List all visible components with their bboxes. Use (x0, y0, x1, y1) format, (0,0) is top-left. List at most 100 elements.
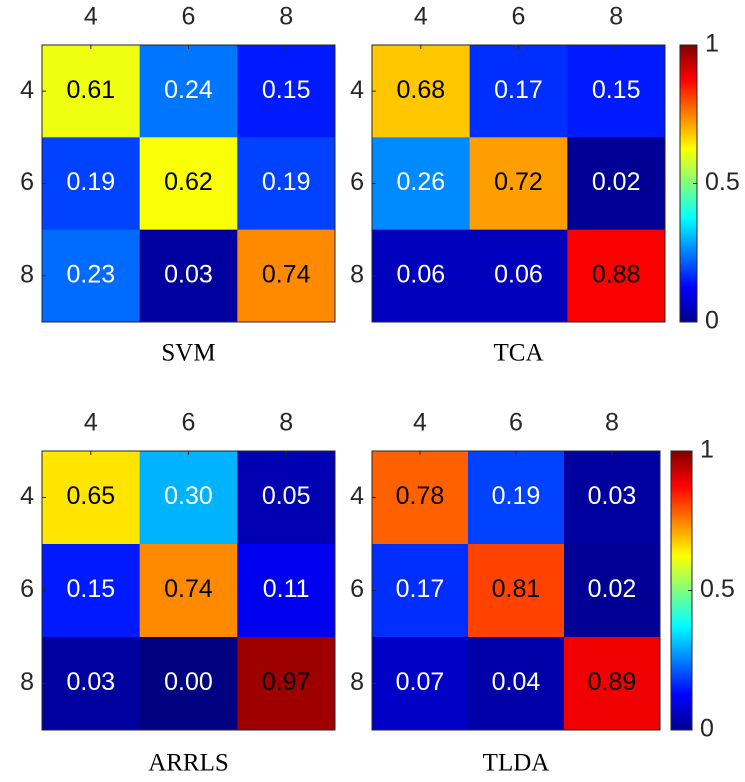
cell-label: 0.65 (66, 482, 115, 510)
heatmap-cell (468, 637, 565, 731)
cell-label: 0.02 (588, 575, 637, 603)
heatmap-cell (469, 45, 568, 138)
heatmap-cell (564, 451, 661, 545)
heatmap-cell (567, 229, 666, 323)
cell-label: 0.11 (263, 575, 310, 603)
heatmap-cell (42, 137, 141, 231)
heatmap-cell (139, 229, 238, 323)
heatmap-cell (42, 637, 141, 731)
x-tick-label: 8 (279, 409, 293, 437)
cell-label: 0.88 (592, 260, 641, 288)
heatmap-cell (237, 229, 336, 323)
heatmap-cell (42, 451, 141, 545)
panel-title: SVM (161, 340, 215, 367)
heatmap-cell (372, 45, 471, 138)
heatmap-cell (468, 544, 565, 638)
x-tick-label: 4 (84, 3, 98, 31)
colorbar-tick-label: 0.5 (705, 168, 740, 196)
heatmap-cell (42, 229, 141, 323)
x-tick-label: 6 (182, 409, 196, 437)
cell-label: 0.03 (66, 668, 115, 696)
heatmap-cell (564, 544, 661, 638)
y-tick-label: 8 (350, 260, 364, 288)
cell-label: 0.04 (492, 668, 541, 696)
x-tick-label: 4 (414, 3, 428, 31)
cell-label: 0.15 (262, 76, 311, 104)
y-tick-label: 8 (350, 668, 364, 696)
heatmap-cell (372, 637, 469, 731)
cell-label: 0.19 (492, 482, 541, 510)
cell-label: 0.78 (396, 482, 445, 510)
cell-label: 0.19 (262, 168, 311, 196)
x-tick-label: 4 (413, 409, 427, 437)
cell-label: 0.00 (164, 668, 213, 696)
colorbar-tick-label: 1 (705, 30, 719, 58)
cell-label: 0.23 (66, 260, 115, 288)
cell-label: 0.68 (396, 76, 445, 104)
cell-label: 0.07 (396, 668, 445, 696)
y-tick-label: 4 (350, 482, 364, 510)
heatmap-cell (469, 137, 568, 231)
y-tick-label: 6 (20, 575, 34, 603)
cell-label: 0.06 (494, 260, 543, 288)
x-tick-label: 8 (279, 3, 293, 31)
heatmap-cell (237, 137, 336, 231)
x-tick-label: 6 (512, 3, 526, 31)
cell-label: 0.81 (492, 575, 541, 603)
cell-label: 0.15 (592, 76, 641, 104)
cell-label: 0.74 (164, 575, 213, 603)
colorbar-tick-label: 0.5 (700, 575, 735, 603)
heatmap-cell (237, 544, 336, 638)
heatmap-cell (567, 45, 666, 138)
cell-label: 0.30 (164, 482, 213, 510)
heatmap-cell (469, 229, 568, 323)
cell-label: 0.05 (262, 482, 311, 510)
cell-label: 0.03 (588, 482, 637, 510)
cell-label: 0.89 (588, 668, 637, 696)
cell-label: 0.19 (66, 168, 115, 196)
y-tick-label: 4 (350, 76, 364, 104)
cell-label: 0.17 (396, 575, 445, 603)
cell-label: 0.26 (396, 168, 445, 196)
cell-label: 0.02 (592, 168, 641, 196)
cell-label: 0.17 (494, 76, 543, 104)
heatmap-cell (372, 137, 471, 231)
heatmap-cell (372, 229, 471, 323)
cell-label: 0.62 (164, 168, 213, 196)
heatmap-cell (139, 544, 238, 638)
colorbar-tick-label: 1 (700, 436, 714, 464)
heatmap-cell (42, 45, 141, 138)
heatmap-cell (139, 451, 238, 545)
heatmap-cell (42, 544, 141, 638)
panel-title: TLDA (483, 750, 550, 777)
x-tick-label: 6 (509, 409, 523, 437)
x-tick-label: 6 (182, 3, 196, 31)
y-tick-label: 6 (20, 168, 34, 196)
y-tick-label: 6 (350, 168, 364, 196)
heatmap-cell (564, 637, 661, 731)
heatmap-cell (567, 137, 666, 231)
cell-label: 0.61 (66, 76, 115, 104)
y-tick-label: 8 (20, 668, 34, 696)
cell-label: 0.97 (262, 668, 311, 696)
cell-label: 0.74 (262, 260, 311, 288)
heatmap-cell (237, 451, 336, 545)
heatmap-cell (139, 637, 238, 731)
heatmap-cell (372, 451, 469, 545)
cell-label: 0.24 (164, 76, 213, 104)
heatmap-cell (139, 45, 238, 138)
heatmap-cell (237, 45, 336, 138)
y-tick-label: 4 (20, 76, 34, 104)
panel-title: ARRLS (148, 750, 229, 777)
heatmap-cell (237, 637, 336, 731)
colorbar-tick-label: 0 (700, 715, 714, 743)
heatmap-cell (139, 137, 238, 231)
cell-label: 0.15 (66, 575, 115, 603)
cell-label: 0.03 (164, 260, 213, 288)
colorbar-tick-label: 0 (705, 307, 719, 335)
panel-title: TCA (494, 340, 544, 367)
heatmap-cell (468, 451, 565, 545)
x-tick-label: 4 (84, 409, 98, 437)
heatmap-cell (372, 544, 469, 638)
